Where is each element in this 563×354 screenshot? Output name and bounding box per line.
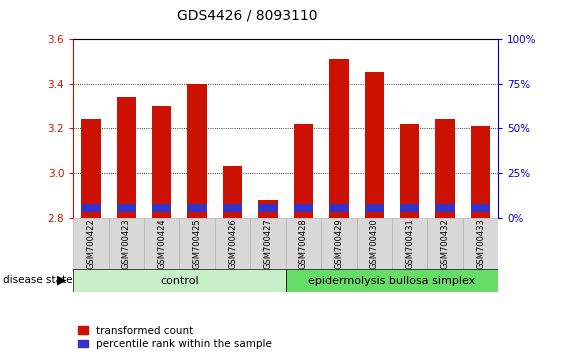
FancyBboxPatch shape — [427, 218, 463, 269]
Bar — [117, 204, 136, 212]
FancyBboxPatch shape — [73, 269, 285, 292]
FancyBboxPatch shape — [285, 218, 321, 269]
Bar — [187, 84, 207, 218]
Bar — [152, 106, 172, 218]
Bar — [81, 204, 101, 212]
Bar — [223, 204, 242, 212]
Bar — [329, 59, 348, 218]
Bar — [400, 204, 419, 212]
Text: GSM700429: GSM700429 — [334, 218, 343, 269]
Text: epidermolysis bullosa simplex: epidermolysis bullosa simplex — [309, 275, 476, 286]
Text: GSM700425: GSM700425 — [193, 218, 202, 269]
Text: disease state: disease state — [3, 275, 72, 285]
Bar — [329, 204, 348, 212]
Text: GDS4426 / 8093110: GDS4426 / 8093110 — [177, 9, 318, 23]
FancyBboxPatch shape — [180, 218, 215, 269]
FancyBboxPatch shape — [144, 218, 180, 269]
Bar — [117, 97, 136, 218]
Bar — [364, 204, 384, 212]
Bar — [223, 166, 242, 218]
Bar — [258, 200, 278, 218]
Text: control: control — [160, 275, 199, 286]
FancyBboxPatch shape — [463, 218, 498, 269]
Bar — [294, 204, 313, 212]
Bar — [258, 204, 278, 212]
FancyBboxPatch shape — [285, 269, 498, 292]
Bar — [435, 119, 455, 218]
FancyBboxPatch shape — [321, 218, 356, 269]
Bar — [400, 124, 419, 218]
Bar — [364, 73, 384, 218]
Legend: transformed count, percentile rank within the sample: transformed count, percentile rank withi… — [78, 326, 272, 349]
Bar — [471, 204, 490, 212]
Bar — [187, 204, 207, 212]
Text: ▶: ▶ — [57, 274, 66, 287]
FancyBboxPatch shape — [251, 218, 285, 269]
Bar — [435, 204, 455, 212]
FancyBboxPatch shape — [356, 218, 392, 269]
Text: GSM700427: GSM700427 — [263, 218, 272, 269]
FancyBboxPatch shape — [215, 218, 251, 269]
FancyBboxPatch shape — [392, 218, 427, 269]
Text: GSM700430: GSM700430 — [370, 218, 379, 269]
Text: GSM700423: GSM700423 — [122, 218, 131, 269]
Text: GSM700433: GSM700433 — [476, 218, 485, 269]
Text: GSM700428: GSM700428 — [299, 218, 308, 269]
Bar — [152, 204, 172, 212]
Bar — [471, 126, 490, 218]
Bar — [294, 124, 313, 218]
Text: GSM700432: GSM700432 — [441, 218, 450, 269]
Bar — [81, 119, 101, 218]
Text: GSM700422: GSM700422 — [86, 218, 95, 269]
FancyBboxPatch shape — [73, 218, 109, 269]
Text: GSM700426: GSM700426 — [228, 218, 237, 269]
Text: GSM700431: GSM700431 — [405, 218, 414, 269]
Text: GSM700424: GSM700424 — [157, 218, 166, 269]
FancyBboxPatch shape — [109, 218, 144, 269]
